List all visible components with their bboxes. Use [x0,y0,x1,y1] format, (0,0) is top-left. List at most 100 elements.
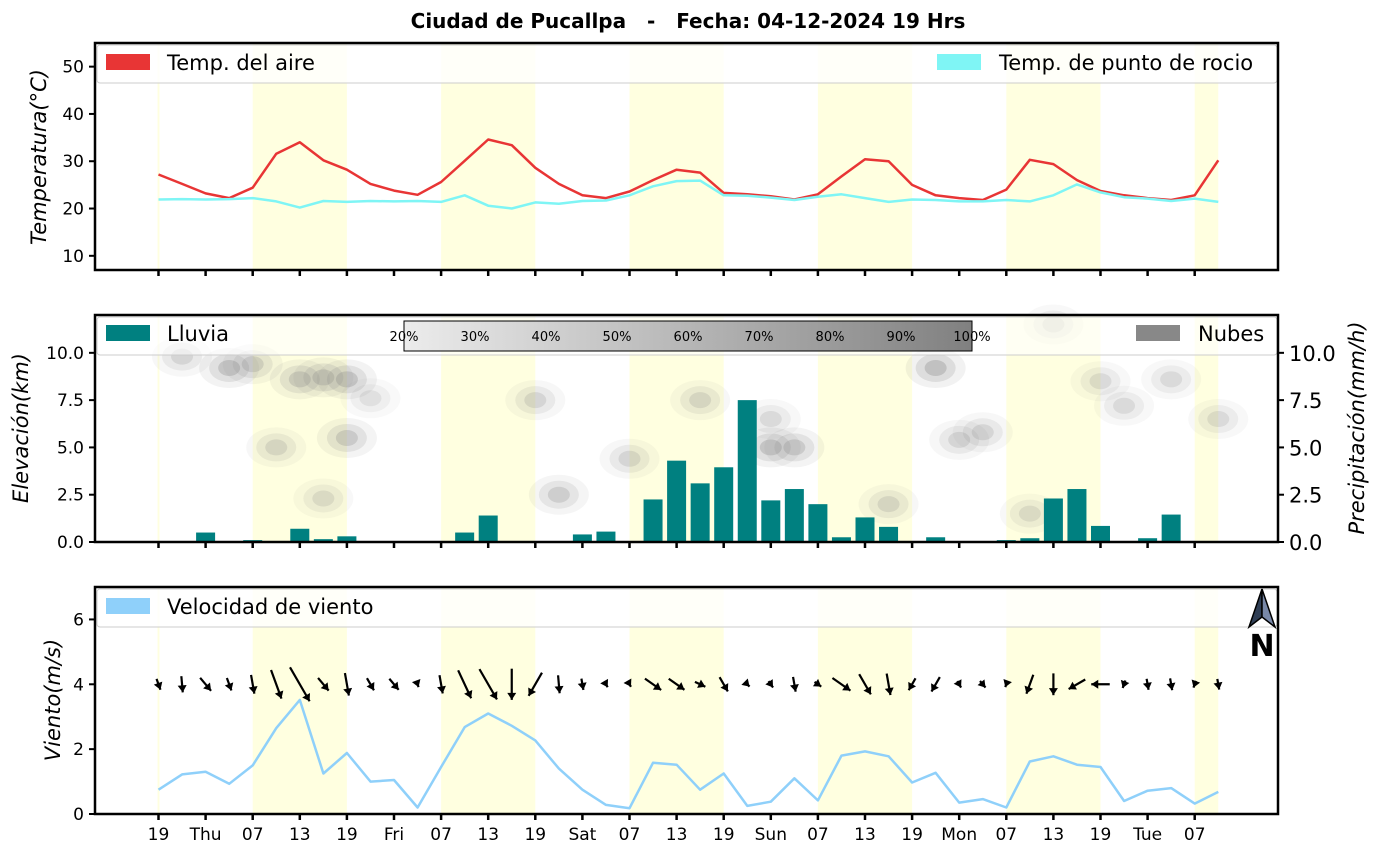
rain-bar [572,534,592,542]
wind-arrow [388,678,400,691]
rain-bar [196,532,216,542]
cloud-blob [924,359,947,376]
cloud-blob [929,419,990,460]
cloud-blob [774,433,815,462]
x-tick-label: 07 [430,825,452,845]
cloud-blob [1080,367,1121,396]
y-tick-label: 10 [62,247,84,267]
wind-arrow-head [1142,682,1152,690]
rain-bar [1043,498,1063,542]
wind-arrow [317,677,330,692]
elevation-y-ticks: 0.0 2.5 5.0 7.5 10.0 [46,344,95,553]
cloud-blob [335,371,358,388]
cloud-blob [303,484,344,513]
cloud-blob [316,417,377,458]
cloud-blob [1113,397,1136,414]
rain-bar [1067,489,1087,542]
cloud-blob [1089,373,1112,390]
north-label: N [1249,629,1274,664]
wind-arrow-head [1024,685,1034,694]
plot-frame [93,313,1280,544]
y-tick-label: 5.0 [57,438,84,458]
wind-arrow [907,677,917,691]
wind-arrow [1003,678,1012,688]
cloud-blob [515,386,556,415]
wind-arrow [507,668,517,700]
plot-frame [93,585,1280,816]
x-tick-label: 19 [901,825,923,845]
temperature-lines [158,138,1220,210]
y-tick-label: 0.0 [57,533,84,553]
wind-arrow [1142,678,1152,690]
colorbar-gradient [403,320,973,352]
temperature-panel: Temp. del aire Temp. de punto de rocio 1… [27,41,1280,276]
wind-arrow [1191,679,1201,689]
wind-arrow-head [720,683,729,692]
cloud-blob [241,356,264,373]
cloud-blob [962,418,1003,447]
wind-arrow [1091,679,1110,689]
cloud-blob [1207,411,1230,428]
wind-arrow [1068,678,1086,691]
wind-arrow-head [390,681,399,690]
cloud-blob [293,357,354,398]
y-tick-label: 40 [62,105,84,125]
cloud-blob [783,439,806,456]
wind-arrow [884,673,894,696]
x-tick-label: 19 [713,825,735,845]
wind-arrow [790,676,799,692]
wind-arrow [623,678,632,688]
y-tick-label-right: 5.0 [1289,436,1322,460]
legend-swatch-dew [937,54,981,70]
rain-bar [478,515,498,542]
x-tick-label: 07 [1184,825,1206,845]
cloud-blob [303,363,344,392]
rain-x-ticks [157,542,1196,548]
legend-label-dew: Temp. de punto de rocio [998,51,1253,75]
rain-bar [879,526,899,542]
y-tick-label-right: 10.0 [1289,342,1336,366]
y-tick-label: 7.5 [57,391,84,411]
cloud-blob [750,405,791,434]
elevation-y-label: Elevación(km) [9,353,33,503]
cloud-blob [312,369,335,386]
wind-arrow [199,677,212,692]
wind-arrow-head [320,682,329,691]
x-tick-label: 19 [148,825,170,845]
rain-bar [926,537,946,542]
wind-arrow [289,666,311,702]
wind-arrow [831,677,852,692]
wind-legend: Velocidad de viento [96,588,1278,628]
legend-swatch-air [106,54,150,70]
x-tick-label: Thu [189,825,222,845]
cloud-blob [1160,371,1183,388]
cloud-blob [948,431,971,448]
cloud-blob [340,378,401,419]
rain-bars [172,400,1205,543]
wind-arrow-head [554,685,564,694]
y-tick-label: 6 [73,610,84,630]
wind-arrow [930,676,941,693]
cloud-blob [538,480,579,509]
x-tick-label: 07 [242,825,264,845]
x-tick-label: 13 [289,825,311,845]
cloud-blob [939,425,980,454]
cloud-blob [1198,405,1239,434]
wind-arrow-head [203,682,212,691]
rain-bar [1161,514,1181,542]
north-arrow-right-half [1261,588,1277,630]
day-band [1194,315,1219,542]
wind-arrow-head [652,682,662,690]
temperature-x-ticks [157,270,1196,276]
rain-bar [784,489,804,542]
cloud-blob [1188,399,1249,440]
wind-arrow [248,674,258,694]
wind-arrow [694,679,706,688]
wind-arrow [1120,679,1130,689]
rain-bar [1091,525,1110,542]
wind-arrow-head [1068,681,1077,690]
y-tick-label: 0 [73,805,84,825]
y-tick-label: 2.5 [57,486,84,506]
cloud-blob [1104,391,1145,420]
rain-bar [337,536,357,542]
